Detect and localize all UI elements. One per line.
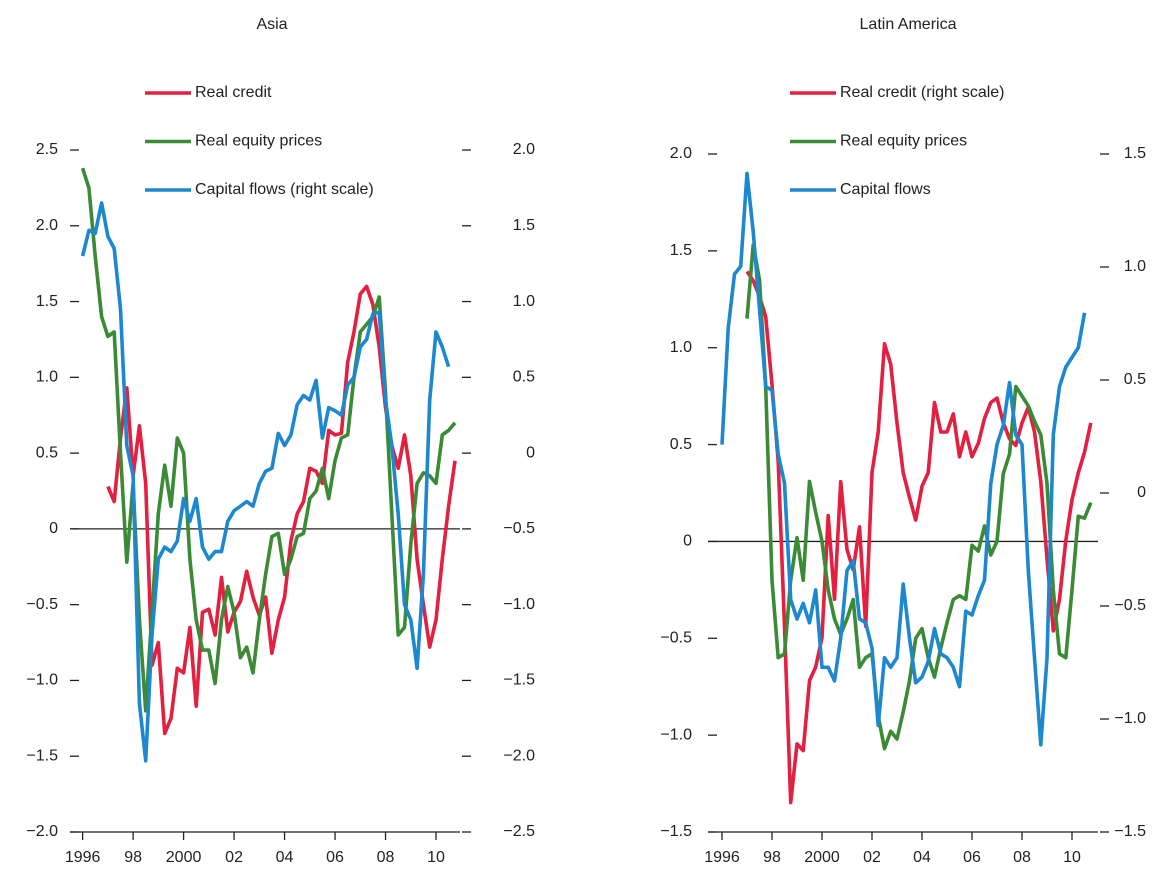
y2-tick-label: 0.5 bbox=[513, 369, 535, 386]
legend-label: Real credit bbox=[195, 84, 272, 101]
x-tick-label: 1996 bbox=[65, 849, 101, 866]
y-tick-label: 1.0 bbox=[670, 339, 692, 356]
x-tick-label: 04 bbox=[913, 849, 931, 866]
y2-tick-label: −2.5 bbox=[503, 823, 535, 840]
y2-tick-label: −2.0 bbox=[503, 747, 535, 764]
y-tick-label: −0.5 bbox=[26, 596, 58, 613]
y-tick-label: −1.0 bbox=[660, 726, 692, 743]
y-tick-label: −1.5 bbox=[660, 823, 692, 840]
y2-tick-label: −0.5 bbox=[1114, 597, 1146, 614]
y2-tick-label: −1.5 bbox=[1114, 823, 1146, 840]
series-line bbox=[745, 270, 1093, 805]
x-tick-label: 10 bbox=[1063, 849, 1081, 866]
y2-tick-label: 1.0 bbox=[513, 293, 535, 310]
y-tick-label: −2.0 bbox=[26, 823, 58, 840]
legend-label: Real equity prices bbox=[195, 133, 322, 150]
y-tick-label: 0 bbox=[49, 520, 58, 537]
y-tick-label: 2.0 bbox=[36, 217, 58, 234]
y-tick-label: 0.5 bbox=[670, 436, 692, 453]
y-tick-label: 2.5 bbox=[36, 141, 58, 158]
legend-label: Capital flows bbox=[840, 181, 931, 198]
legend-label: Capital flows (right scale) bbox=[195, 181, 374, 198]
y2-tick-label: −1.5 bbox=[503, 672, 535, 689]
y-tick-label: 2.0 bbox=[670, 145, 692, 162]
y2-tick-label: 1.0 bbox=[1124, 258, 1146, 275]
y2-tick-label: −1.0 bbox=[503, 596, 535, 613]
series-line bbox=[106, 284, 457, 736]
x-tick-label: 2000 bbox=[166, 849, 202, 866]
chart-title: Latin America bbox=[860, 16, 957, 33]
y-tick-label: 1.5 bbox=[36, 293, 58, 310]
legend-label: Real equity prices bbox=[840, 133, 967, 150]
y2-tick-label: 1.5 bbox=[1124, 145, 1146, 162]
series-line bbox=[80, 201, 451, 763]
y2-tick-label: 0 bbox=[526, 444, 535, 461]
x-tick-label: 2000 bbox=[804, 849, 840, 866]
y-tick-label: 0.5 bbox=[36, 444, 58, 461]
y2-tick-label: 2.0 bbox=[513, 141, 535, 158]
x-tick-label: 08 bbox=[377, 849, 395, 866]
y-tick-label: −0.5 bbox=[660, 630, 692, 647]
x-tick-label: 08 bbox=[1013, 849, 1031, 866]
x-tick-label: 02 bbox=[863, 849, 881, 866]
y2-tick-label: 1.5 bbox=[513, 217, 535, 234]
y-tick-label: 1.0 bbox=[36, 369, 58, 386]
y-tick-label: −1.0 bbox=[26, 672, 58, 689]
x-tick-label: 02 bbox=[225, 849, 243, 866]
series-line bbox=[745, 243, 1093, 751]
y2-tick-label: −1.0 bbox=[1114, 710, 1146, 727]
series-line bbox=[80, 167, 457, 713]
y2-tick-label: 0.5 bbox=[1124, 371, 1146, 388]
x-tick-label: 98 bbox=[124, 849, 142, 866]
x-tick-label: 10 bbox=[427, 849, 445, 866]
legend-label: Real credit (right scale) bbox=[840, 84, 1005, 101]
y-tick-label: 0 bbox=[683, 533, 692, 550]
y-tick-label: −1.5 bbox=[26, 747, 58, 764]
chart-title: Asia bbox=[256, 16, 287, 33]
y2-tick-label: 0 bbox=[1137, 484, 1146, 501]
y2-tick-label: −0.5 bbox=[503, 520, 535, 537]
series-line bbox=[720, 171, 1087, 747]
x-tick-label: 06 bbox=[326, 849, 344, 866]
x-tick-label: 06 bbox=[963, 849, 981, 866]
y-tick-label: 1.5 bbox=[670, 242, 692, 259]
x-tick-label: 98 bbox=[763, 849, 781, 866]
x-tick-label: 04 bbox=[276, 849, 294, 866]
x-tick-label: 1996 bbox=[704, 849, 740, 866]
